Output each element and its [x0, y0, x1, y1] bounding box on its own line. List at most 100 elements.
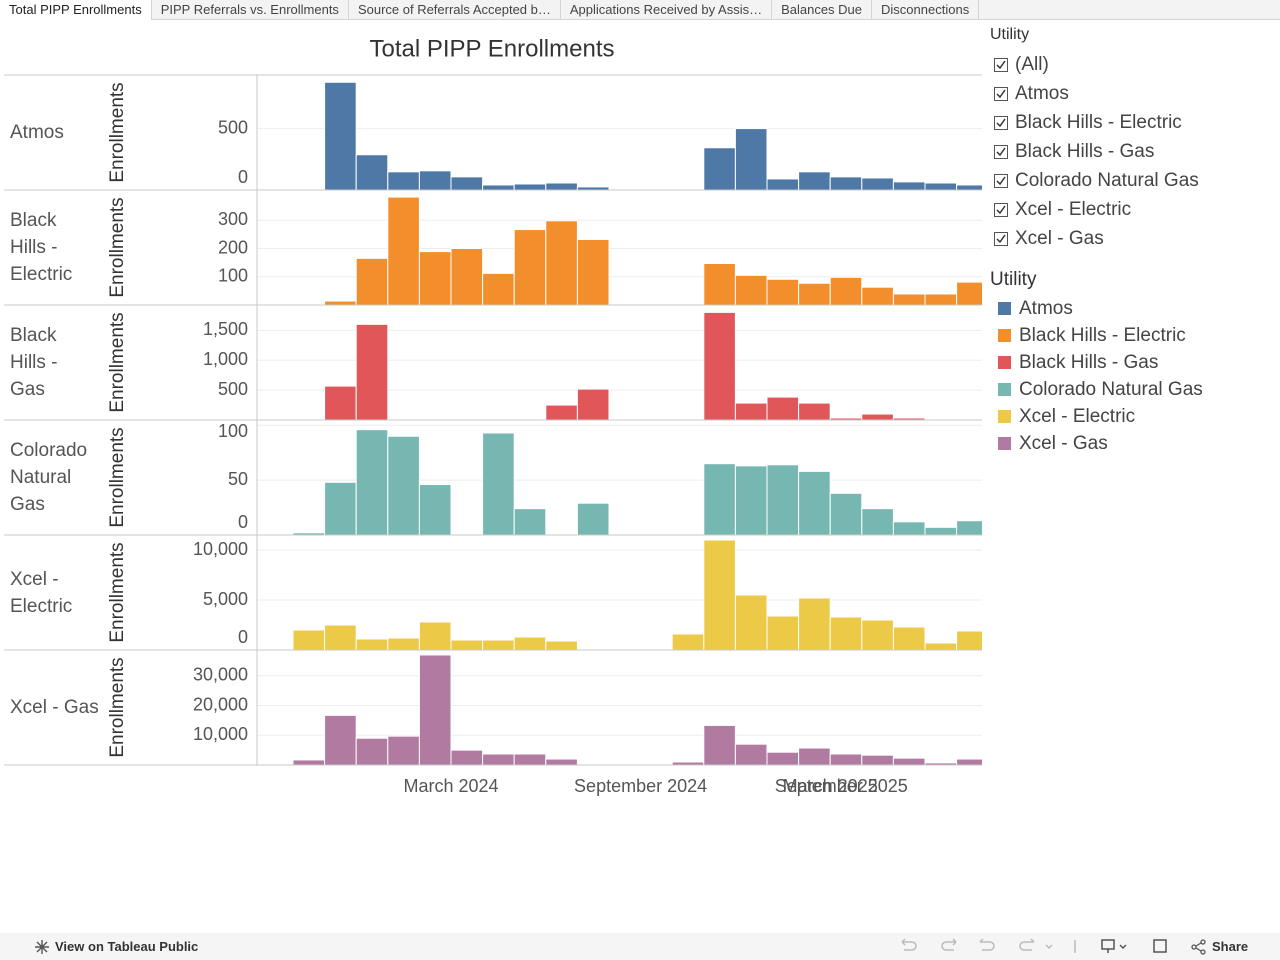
legend-swatch [998, 302, 1011, 315]
tab[interactable]: Balances Due [772, 0, 873, 19]
bar [482, 184, 515, 191]
bar [829, 176, 863, 191]
bar [924, 293, 958, 306]
tab[interactable]: PIPP Referrals vs. Enrollments [152, 0, 349, 19]
bar [513, 183, 547, 191]
legend-label: Black Hills - Electric [1019, 324, 1186, 346]
bar [545, 220, 578, 306]
bar [703, 262, 736, 306]
bar [324, 714, 357, 766]
bar [861, 413, 894, 421]
y-tick-label: 1,500 [203, 319, 248, 339]
filter-option-label: Black Hills - Gas [1015, 140, 1155, 162]
checkbox[interactable] [994, 144, 1008, 159]
check-path [996, 205, 1006, 214]
y-tick-label: 300 [218, 209, 248, 229]
bar [387, 637, 420, 651]
checkbox[interactable] [994, 86, 1008, 101]
filter-option-label: Xcel - Electric [1015, 198, 1132, 220]
bar [766, 396, 800, 421]
y-axis-title: Enrollments [107, 197, 128, 297]
filter-option[interactable]: Colorado Natural Gas [990, 166, 1270, 195]
tableau-icon [35, 940, 49, 954]
bar [513, 229, 547, 306]
share-button[interactable]: Share [1212, 939, 1249, 954]
filter-title: Utility [990, 26, 1030, 43]
bar [576, 238, 610, 306]
filter-option[interactable]: Atmos [990, 79, 1270, 108]
legend-item: Xcel - Gas [990, 430, 1270, 457]
legend-item: Black Hills - Electric [990, 322, 1270, 349]
bar [355, 737, 389, 766]
filter-option-label: Colorado Natural Gas [1015, 169, 1199, 191]
check-path [996, 234, 1006, 243]
check-mark [996, 205, 1006, 214]
y-tick-label: 0 [238, 512, 248, 532]
y-tick-label: 500 [218, 379, 248, 399]
filter-option[interactable]: Xcel - Electric [990, 195, 1270, 224]
bar [355, 638, 389, 651]
bar [734, 402, 768, 421]
y-tick-label: 200 [218, 237, 248, 257]
check-path [996, 176, 1006, 185]
bar [829, 753, 863, 766]
checkbox[interactable] [994, 173, 1008, 188]
legend-label: Colorado Natural Gas [1019, 378, 1203, 400]
bar [703, 724, 736, 766]
bar [482, 272, 515, 306]
y-tick-label: 100 [218, 421, 248, 441]
legend-swatch [998, 410, 1011, 423]
y-axis-title: Enrollments [107, 657, 128, 757]
bar [671, 633, 705, 651]
bar [292, 629, 326, 651]
filter-options: (All) Atmos Black Hills - Electric Black Hi… [990, 50, 1270, 253]
bar [387, 196, 420, 306]
bar [766, 464, 800, 536]
legend-label: Xcel - Gas [1019, 432, 1108, 454]
bar [387, 435, 420, 536]
bar [829, 616, 863, 651]
row-label: Xcel - Electric [10, 568, 73, 617]
bar [703, 311, 736, 421]
tab-bar: Total PIPP Enrollments PIPP Referrals vs.… [0, 0, 1280, 20]
checkbox[interactable] [994, 115, 1008, 130]
tab[interactable]: Total PIPP Enrollments [0, 0, 152, 20]
check-path [996, 60, 1006, 69]
y-tick-label: 50 [228, 469, 248, 489]
bar [482, 639, 515, 651]
bar [861, 286, 894, 306]
x-tick-label: September 2024 [574, 776, 707, 796]
tab[interactable]: Disconnections [872, 0, 980, 19]
view-link[interactable]: View on Tableau Public [55, 939, 199, 954]
checkbox[interactable] [994, 57, 1008, 72]
row-label: Colorado Natural Gas [10, 440, 88, 515]
y-tick-label: 0 [238, 627, 248, 647]
checkbox[interactable] [994, 202, 1008, 217]
y-tick-label: 5,000 [203, 589, 248, 609]
bar [861, 177, 894, 191]
legend-swatch [998, 329, 1011, 342]
filter-option[interactable]: Black Hills - Gas [990, 137, 1270, 166]
bar [956, 184, 982, 191]
y-tick-label: 100 [218, 266, 248, 286]
tab[interactable]: Source of Referrals Accepted b… [349, 0, 561, 19]
bar [545, 404, 578, 421]
bar [734, 465, 768, 536]
y-tick-label: 30,000 [193, 665, 248, 685]
check-mark [996, 176, 1006, 185]
bar [829, 492, 863, 536]
bar [450, 248, 484, 306]
bar [482, 753, 515, 766]
filter-option[interactable]: Black Hills - Electric [990, 108, 1270, 137]
bars: March 2024 September 2024 March 2025Septem… [292, 81, 982, 796]
bar [324, 300, 357, 306]
filter-option[interactable]: (All) [990, 50, 1270, 79]
tab[interactable]: Applications Received by Assis… [561, 0, 773, 19]
bar [450, 176, 484, 191]
checkbox[interactable] [994, 231, 1008, 246]
filter-option[interactable]: Xcel - Gas [990, 224, 1270, 253]
bar [734, 274, 768, 306]
bar [576, 502, 610, 536]
